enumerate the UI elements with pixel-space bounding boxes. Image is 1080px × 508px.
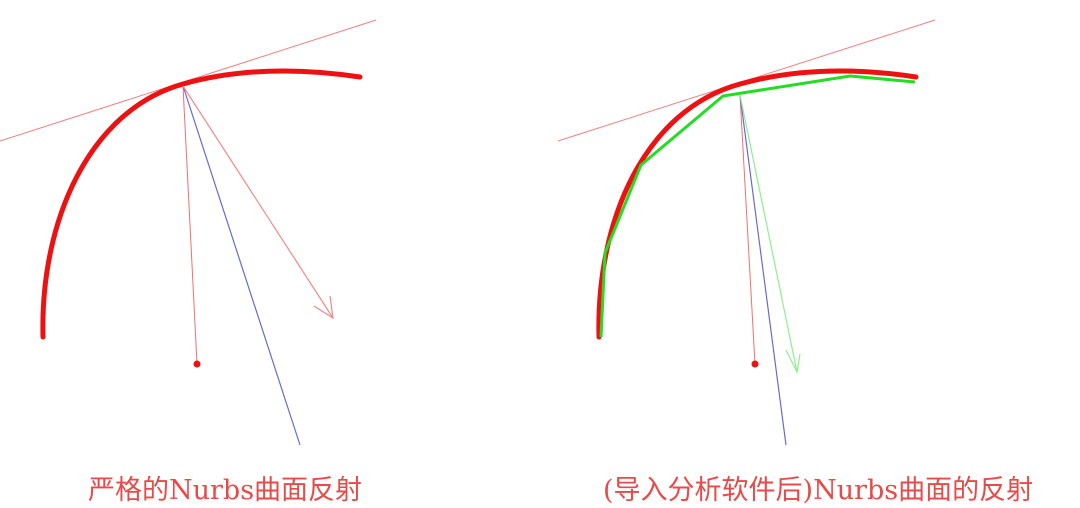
panel-approx xyxy=(557,19,936,446)
reflected-ray-arrowhead xyxy=(313,295,334,320)
incident-ray xyxy=(182,85,301,446)
normal-line xyxy=(182,85,198,365)
normal-end-point xyxy=(193,360,201,368)
normal-end-point xyxy=(751,360,759,368)
reflected-ray xyxy=(182,85,334,319)
panel-exact xyxy=(0,19,377,446)
reflected-ray-arrowhead xyxy=(785,349,801,374)
incident-ray xyxy=(739,94,787,446)
nurbs-curve xyxy=(596,68,919,340)
caption-exact: 严格的Nurbs曲面反射 xyxy=(88,475,363,506)
reflected-ray xyxy=(739,94,798,373)
normal-line xyxy=(739,94,756,365)
caption-approx: (导入分析软件后)Nurbs曲面的反射 xyxy=(603,475,1034,506)
faceted-polyline xyxy=(599,74,916,338)
nurbs-curve xyxy=(40,68,363,340)
